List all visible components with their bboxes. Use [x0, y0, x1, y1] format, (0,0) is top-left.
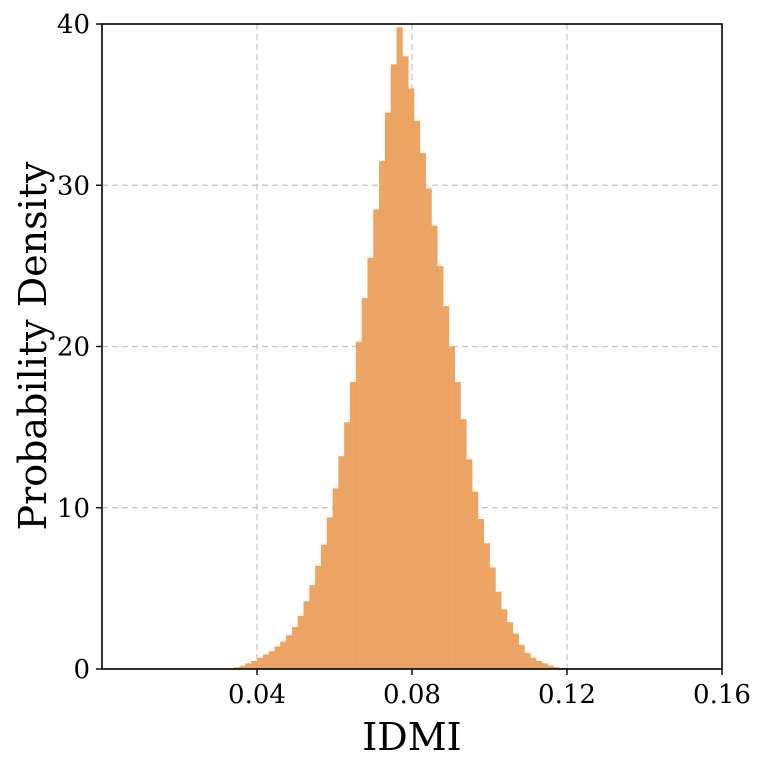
histogram-bar: [501, 609, 508, 669]
histogram-bar: [402, 56, 409, 669]
histogram-bar: [367, 257, 374, 669]
histogram-bar: [419, 153, 426, 669]
histogram-bar: [280, 641, 287, 669]
histogram-bar: [379, 161, 386, 669]
histogram-bar: [233, 667, 240, 669]
histogram-bar: [384, 112, 392, 669]
x-tick-label: 0.04: [228, 680, 286, 710]
y-tick-label: 30: [57, 171, 90, 201]
histogram-bar: [536, 660, 543, 669]
histogram-bar: [489, 567, 496, 669]
histogram-bar: [483, 543, 490, 669]
histogram-bar: [245, 663, 252, 669]
histogram-bar: [472, 491, 479, 669]
histogram-bar: [454, 381, 461, 669]
y-tick-label: 20: [57, 333, 90, 363]
histogram-bar: [320, 544, 328, 669]
histogram-bar: [530, 657, 537, 669]
histogram-bar: [512, 633, 519, 669]
histogram-bar: [547, 665, 554, 669]
histogram-bars: [227, 27, 566, 670]
histogram-bar: [477, 519, 485, 669]
axis-ticks: [96, 23, 723, 675]
histogram-bar: [251, 660, 258, 669]
histogram-bar: [396, 27, 403, 670]
histogram-bar: [431, 225, 438, 669]
histogram-bar: [506, 622, 514, 669]
histogram-bar: [408, 88, 415, 669]
histogram-bar: [268, 651, 275, 669]
histogram-bar: [239, 665, 246, 669]
histogram-bar: [437, 265, 444, 669]
histogram-bar: [303, 601, 310, 669]
histogram-bar: [390, 64, 397, 669]
histogram-bar: [413, 120, 421, 669]
histogram-bar: [291, 627, 299, 669]
histogram-bar: [344, 422, 351, 669]
histogram-bar: [495, 591, 502, 669]
histogram-bar: [553, 667, 560, 669]
histogram-bar: [338, 456, 345, 669]
histogram-bar: [286, 635, 293, 669]
histogram-bar: [274, 646, 281, 669]
x-tick-label: 0.12: [538, 680, 596, 710]
histogram-bar: [262, 654, 270, 669]
histogram-bar: [541, 663, 549, 669]
histogram-bar: [373, 209, 380, 669]
histogram-bar: [518, 644, 525, 669]
histogram-bar: [326, 517, 333, 669]
histogram-bar: [309, 585, 316, 669]
histogram-bar: [448, 346, 456, 669]
histogram-bar: [332, 488, 339, 669]
y-axis-label: Probability Density: [11, 161, 55, 531]
y-tick-label: 10: [57, 494, 90, 524]
histogram-bar: [361, 298, 368, 669]
tick-labels: 0.04 0.08 0.12 0.16 0 10 20 30 40: [57, 10, 751, 710]
x-tick-label: 0.16: [693, 680, 751, 710]
histogram-bar: [443, 306, 450, 669]
x-axis-label: IDMI: [362, 715, 461, 759]
x-tick-label: 0.08: [383, 680, 441, 710]
y-tick-label: 40: [57, 10, 90, 40]
histogram-bar: [297, 615, 304, 669]
histogram-bar: [355, 341, 363, 669]
histogram-bar: [460, 419, 467, 669]
histogram-bar: [524, 652, 531, 669]
histogram-bar: [350, 381, 357, 669]
histogram-bar: [466, 459, 473, 669]
histogram-bar: [425, 188, 432, 669]
histogram-bar: [257, 657, 264, 669]
histogram-bar: [315, 565, 322, 669]
y-tick-label: 0: [73, 655, 90, 685]
